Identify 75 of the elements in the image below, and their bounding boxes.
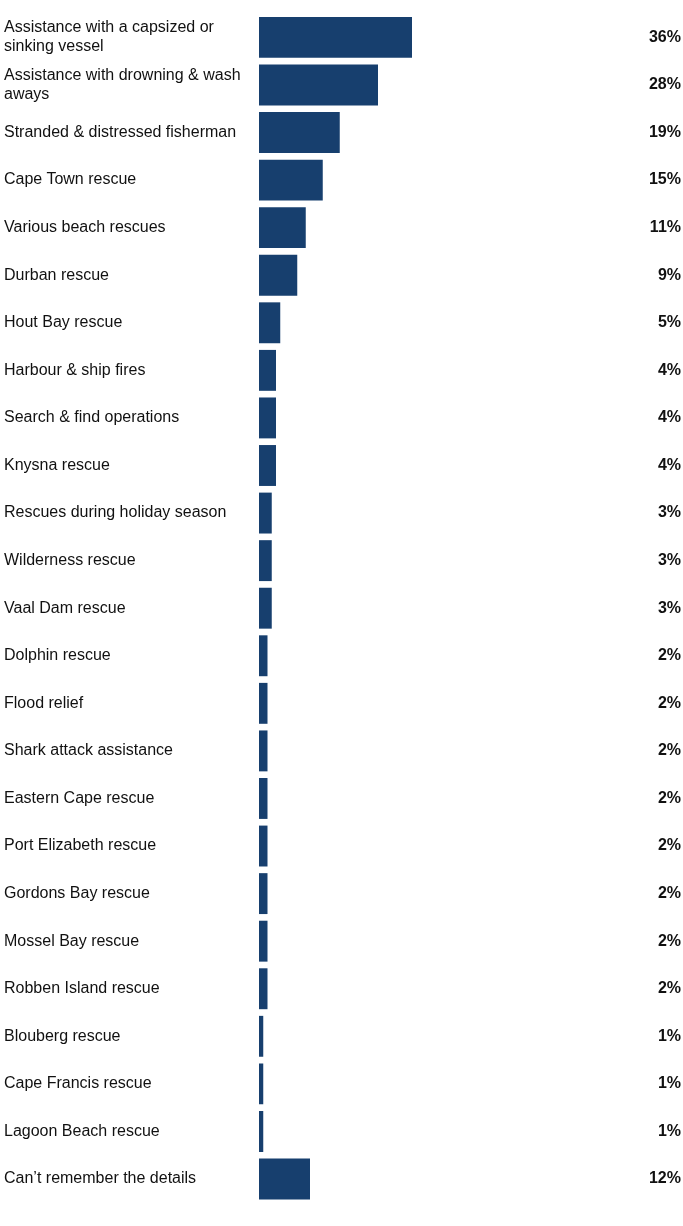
bar (259, 254, 298, 296)
bar (259, 587, 272, 629)
y-tick-label: Mossel Bay rescue (4, 931, 140, 949)
data-label: 4% (657, 408, 681, 426)
y-tick-label: Flood relief (4, 693, 84, 711)
y-tick-label: Knysna rescue (4, 455, 110, 473)
data-label: 9% (657, 265, 681, 283)
bar (259, 1158, 310, 1200)
bar (259, 873, 268, 915)
data-label: 2% (657, 836, 681, 854)
y-tick-label: Wilderness rescue (4, 551, 136, 569)
bar (259, 968, 268, 1010)
data-label: 2% (657, 646, 681, 664)
bar (259, 112, 340, 153)
y-tick-label: Blouberg rescue (4, 1026, 121, 1044)
data-label: 2% (657, 693, 681, 711)
data-label: 2% (657, 788, 681, 806)
y-tick-label: Port Elizabeth rescue (4, 836, 157, 854)
bar (259, 349, 276, 391)
data-label: 11% (649, 218, 681, 236)
y-tick-label: Eastern Cape rescue (4, 788, 155, 806)
y-tick-label: Hout Bay rescue (4, 313, 123, 331)
y-tick-label: Durban rescue (4, 265, 110, 283)
y-tick-label: Assistance with drowning & wash aways (4, 65, 241, 102)
data-label: 2% (657, 931, 681, 949)
y-tick-label: Search & find operations (4, 408, 180, 426)
data-label: 15% (648, 170, 681, 188)
y-tick-label: Stranded & distressed fisherman (4, 122, 237, 140)
data-label: 36% (648, 27, 681, 45)
y-tick-label: Assistance with a capsized or sinking vessel (4, 18, 215, 55)
bar (259, 1015, 264, 1057)
data-label: 4% (657, 455, 681, 473)
bar (259, 492, 272, 534)
data-label: 28% (648, 75, 681, 93)
bar (259, 825, 268, 867)
bar (259, 207, 306, 249)
data-label: 1% (657, 1026, 681, 1044)
y-tick-label: Cape Town rescue (4, 170, 137, 188)
y-tick-label: Vaal Dam rescue (4, 598, 126, 616)
data-label: 1% (657, 1074, 681, 1092)
y-tick-label: Cape Francis rescue (4, 1074, 152, 1092)
bar (259, 635, 268, 677)
data-label: 19% (648, 122, 681, 140)
bar (259, 1110, 264, 1152)
bar (259, 159, 323, 201)
bar (259, 730, 268, 772)
data-label: 5% (657, 313, 681, 331)
data-label: 2% (657, 884, 681, 902)
y-tick-label: Gordons Bay rescue (4, 884, 150, 902)
bar (259, 302, 281, 344)
bar (259, 682, 268, 724)
y-tick-label: Can’t remember the details (4, 1169, 197, 1187)
data-label: 1% (657, 1121, 681, 1139)
y-tick-label: Robben Island rescue (4, 979, 160, 997)
bar (259, 778, 268, 819)
data-label: 3% (657, 598, 681, 616)
bar (259, 540, 272, 582)
y-tick-label: Harbour & ship fires (4, 360, 146, 378)
data-label: 3% (657, 551, 681, 569)
bar (259, 64, 378, 106)
y-tick-label: Lagoon Beach rescue (4, 1121, 160, 1139)
y-tick-label: Various beach rescues (4, 218, 166, 236)
y-tick-label: Rescues during holiday season (4, 503, 227, 521)
bar (259, 445, 276, 486)
bar (259, 16, 412, 58)
data-label: 4% (657, 360, 681, 378)
bar (259, 920, 268, 962)
bar (259, 397, 276, 439)
bar (259, 1063, 264, 1105)
data-label: 2% (657, 979, 681, 997)
data-label: 3% (657, 503, 681, 521)
data-label: 2% (657, 741, 681, 759)
y-tick-label: Dolphin rescue (4, 646, 111, 664)
data-label: 12% (648, 1169, 681, 1187)
y-tick-label: Shark attack assistance (4, 741, 174, 759)
